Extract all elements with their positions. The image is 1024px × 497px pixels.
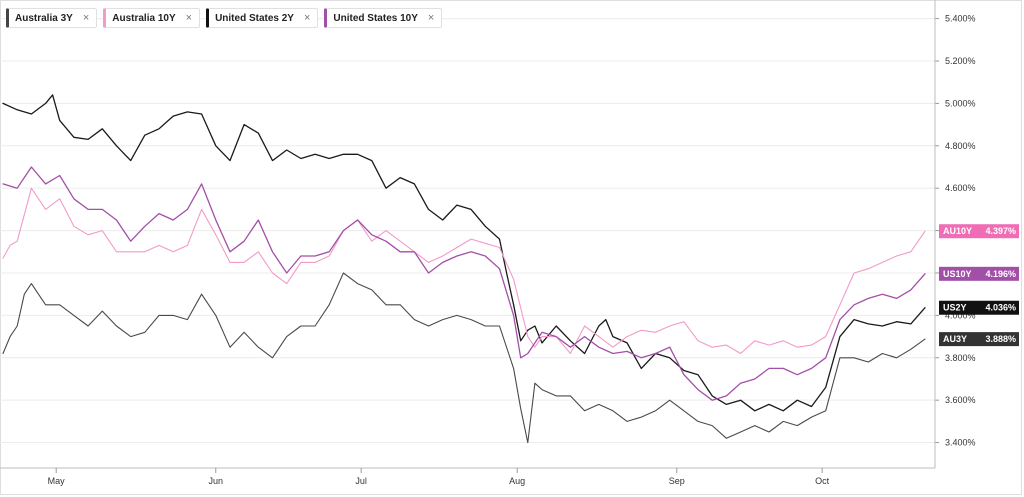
close-icon[interactable]: ×	[185, 12, 193, 24]
y-tick-label: 5.000%	[945, 98, 976, 108]
value-tag-value: 3.888%	[985, 334, 1016, 344]
legend-chip-australia-10y[interactable]: Australia 10Y ×	[103, 8, 201, 28]
x-tick-label: Jul	[355, 476, 367, 486]
value-tag-au3y: AU3Y 3.888%	[939, 332, 1019, 347]
series-line-au3y	[2, 272, 926, 444]
close-icon[interactable]: ×	[303, 12, 311, 24]
value-tag-us10y: US10Y 4.196%	[939, 266, 1019, 281]
legend-chip-united-states-10y[interactable]: United States 10Y ×	[324, 8, 443, 28]
value-tag-name: AU10Y	[943, 226, 972, 236]
y-tick-label: 5.400%	[945, 14, 976, 24]
value-tag-bg	[939, 332, 1019, 347]
value-tag-name: AU3Y	[943, 334, 967, 344]
value-tag-value: 4.036%	[985, 303, 1016, 313]
y-tick-label: 5.200%	[945, 56, 976, 66]
legend-label: Australia 10Y	[112, 12, 176, 24]
value-tag-au10y: AU10Y 4.397%	[939, 224, 1019, 239]
y-tick-label: 3.800%	[945, 353, 976, 363]
close-icon[interactable]: ×	[427, 12, 435, 24]
legend-label: United States 10Y	[333, 12, 418, 24]
legend: Australia 3Y × Australia 10Y × United St…	[6, 8, 443, 30]
value-tag-name: US2Y	[943, 303, 967, 313]
x-tick-label: Sep	[669, 476, 685, 486]
y-tick-label: 3.600%	[945, 395, 976, 405]
value-tag-bg	[939, 266, 1019, 281]
y-tick-label: 4.800%	[945, 141, 976, 151]
value-tag-bg	[939, 224, 1019, 239]
series-line-us10y	[2, 166, 926, 401]
value-tag-value: 4.196%	[985, 269, 1016, 279]
y-tick-label: 4.000%	[945, 310, 976, 320]
y-tick-label: 4.600%	[945, 183, 976, 193]
value-tag-us2y: US2Y 4.036%	[939, 300, 1019, 315]
x-tick-label: Aug	[509, 476, 525, 486]
legend-label: United States 2Y	[215, 12, 294, 24]
value-tag-name: US10Y	[943, 269, 972, 279]
series-line-au10y	[2, 187, 926, 355]
x-tick-label: Oct	[815, 476, 830, 486]
close-icon[interactable]: ×	[82, 12, 90, 24]
y-tick-label: 3.400%	[945, 438, 976, 448]
legend-chip-united-states-2y[interactable]: United States 2Y ×	[206, 8, 319, 28]
x-tick-label: Jun	[209, 476, 224, 486]
value-tag-value: 4.397%	[985, 226, 1016, 236]
value-tag-bg	[939, 300, 1019, 315]
series-line-us2y	[2, 94, 926, 412]
legend-label: Australia 3Y	[15, 12, 73, 24]
legend-chip-australia-3y[interactable]: Australia 3Y ×	[6, 8, 98, 28]
x-tick-label: May	[48, 476, 66, 486]
